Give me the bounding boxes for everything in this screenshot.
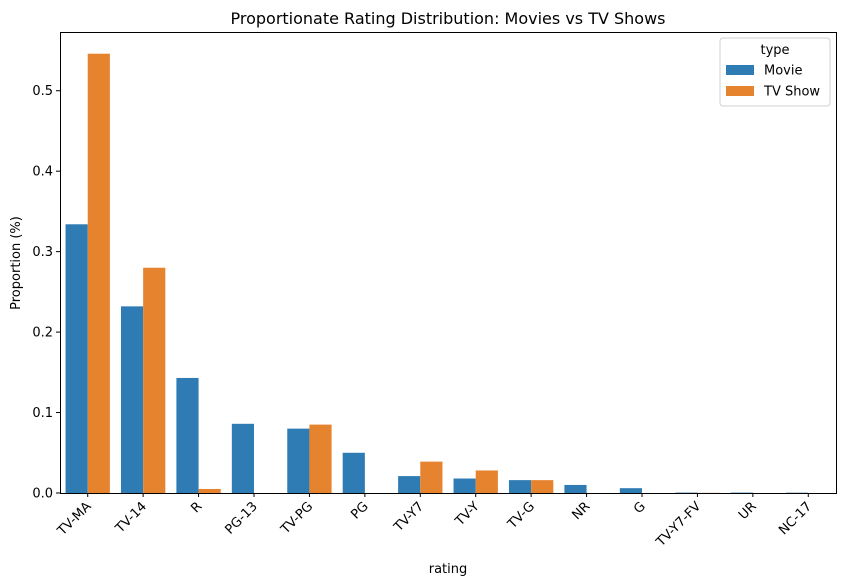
x-tick-label: TV-Y <box>452 499 483 530</box>
x-tick-label: TV-14 <box>112 499 150 537</box>
x-axis: TV-MA TV-14 R PG-13 TV-PG PG TV-Y7 TV-Y TV-G NR G T… <box>54 493 815 550</box>
bar-movie-tv-y <box>453 478 476 493</box>
bar-movie-tv-pg <box>287 428 310 493</box>
legend-title: type <box>760 43 789 58</box>
x-tick-label: NC-17 <box>776 499 815 538</box>
bar-movie-tv-ma <box>65 224 88 493</box>
x-tick-label: PG <box>348 499 371 522</box>
bar-tv-show-tv-y <box>475 470 498 493</box>
x-tick-label: UR <box>736 499 760 523</box>
bar-tv-show-tv-14 <box>143 267 166 493</box>
bar-tv-show-r <box>198 488 221 493</box>
x-tick-label: TV-G <box>505 499 538 532</box>
y-tick-label: 0.4 <box>32 165 53 180</box>
legend-label-tv-show: TV Show <box>763 85 820 100</box>
x-axis-label: rating <box>429 562 468 577</box>
y-tick-label: 0.0 <box>32 487 53 502</box>
y-axis-label: Proportion (%) <box>9 216 24 310</box>
x-tick-label: NR <box>570 499 594 523</box>
legend-swatch-tv-show <box>726 86 754 96</box>
y-tick-label: 0.3 <box>32 245 53 260</box>
x-tick-label: TV-MA <box>54 499 94 539</box>
chart-title: Proportionate Rating Distribution: Movie… <box>230 9 665 28</box>
x-tick-label: TV-Y7-FV <box>653 499 704 550</box>
y-tick-label: 0.2 <box>32 326 53 341</box>
legend: type Movie TV Show <box>719 37 831 107</box>
bar-movie-nr <box>564 484 587 493</box>
bar-movie-pg-13 <box>231 423 254 493</box>
plot-frame <box>60 32 837 494</box>
bar-tv-show-tv-y7 <box>420 461 443 493</box>
bar-tv-show-tv-g <box>531 480 554 493</box>
bar-movie-tv-g <box>508 480 532 493</box>
y-tick-label: 0.5 <box>32 84 53 99</box>
x-tick-label: G <box>631 499 649 517</box>
y-axis: 0.0 0.1 0.2 0.3 0.4 0.5 <box>32 84 60 502</box>
bar-movie-pg <box>342 452 365 493</box>
y-tick-label: 0.1 <box>32 406 53 421</box>
legend-label-movie: Movie <box>764 64 802 79</box>
bar-tv-show-tv-ma <box>87 53 110 493</box>
bar-movie-g <box>619 488 642 493</box>
bar-tv-show-tv-pg <box>309 424 332 493</box>
x-tick-label: TV-PG <box>278 499 317 538</box>
x-tick-label: R <box>188 499 205 516</box>
x-tick-label: PG-13 <box>223 499 261 537</box>
bars-group <box>65 53 809 493</box>
legend-swatch-movie <box>726 65 754 75</box>
x-tick-label: TV-Y7 <box>391 499 427 535</box>
bar-movie-r <box>176 377 199 493</box>
bar-movie-tv-y7 <box>398 476 421 493</box>
bar-movie-tv-14 <box>120 306 144 493</box>
